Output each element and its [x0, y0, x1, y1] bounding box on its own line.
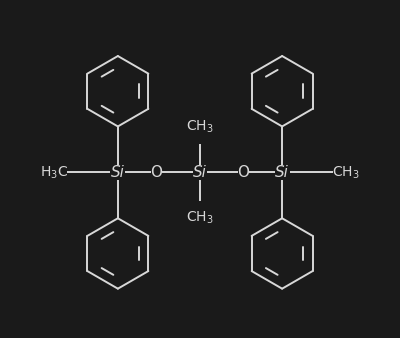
- Text: $\mathsf{H_3C}$: $\mathsf{H_3C}$: [40, 164, 68, 180]
- Text: O: O: [150, 165, 162, 180]
- Text: Si: Si: [193, 165, 207, 180]
- Text: $\mathsf{CH_3}$: $\mathsf{CH_3}$: [186, 119, 214, 136]
- Text: Si: Si: [111, 165, 125, 180]
- Text: $\mathsf{CH_3}$: $\mathsf{CH_3}$: [332, 164, 360, 180]
- Text: O: O: [238, 165, 250, 180]
- Text: $\mathsf{CH_3}$: $\mathsf{CH_3}$: [186, 209, 214, 226]
- Text: Si: Si: [275, 165, 289, 180]
